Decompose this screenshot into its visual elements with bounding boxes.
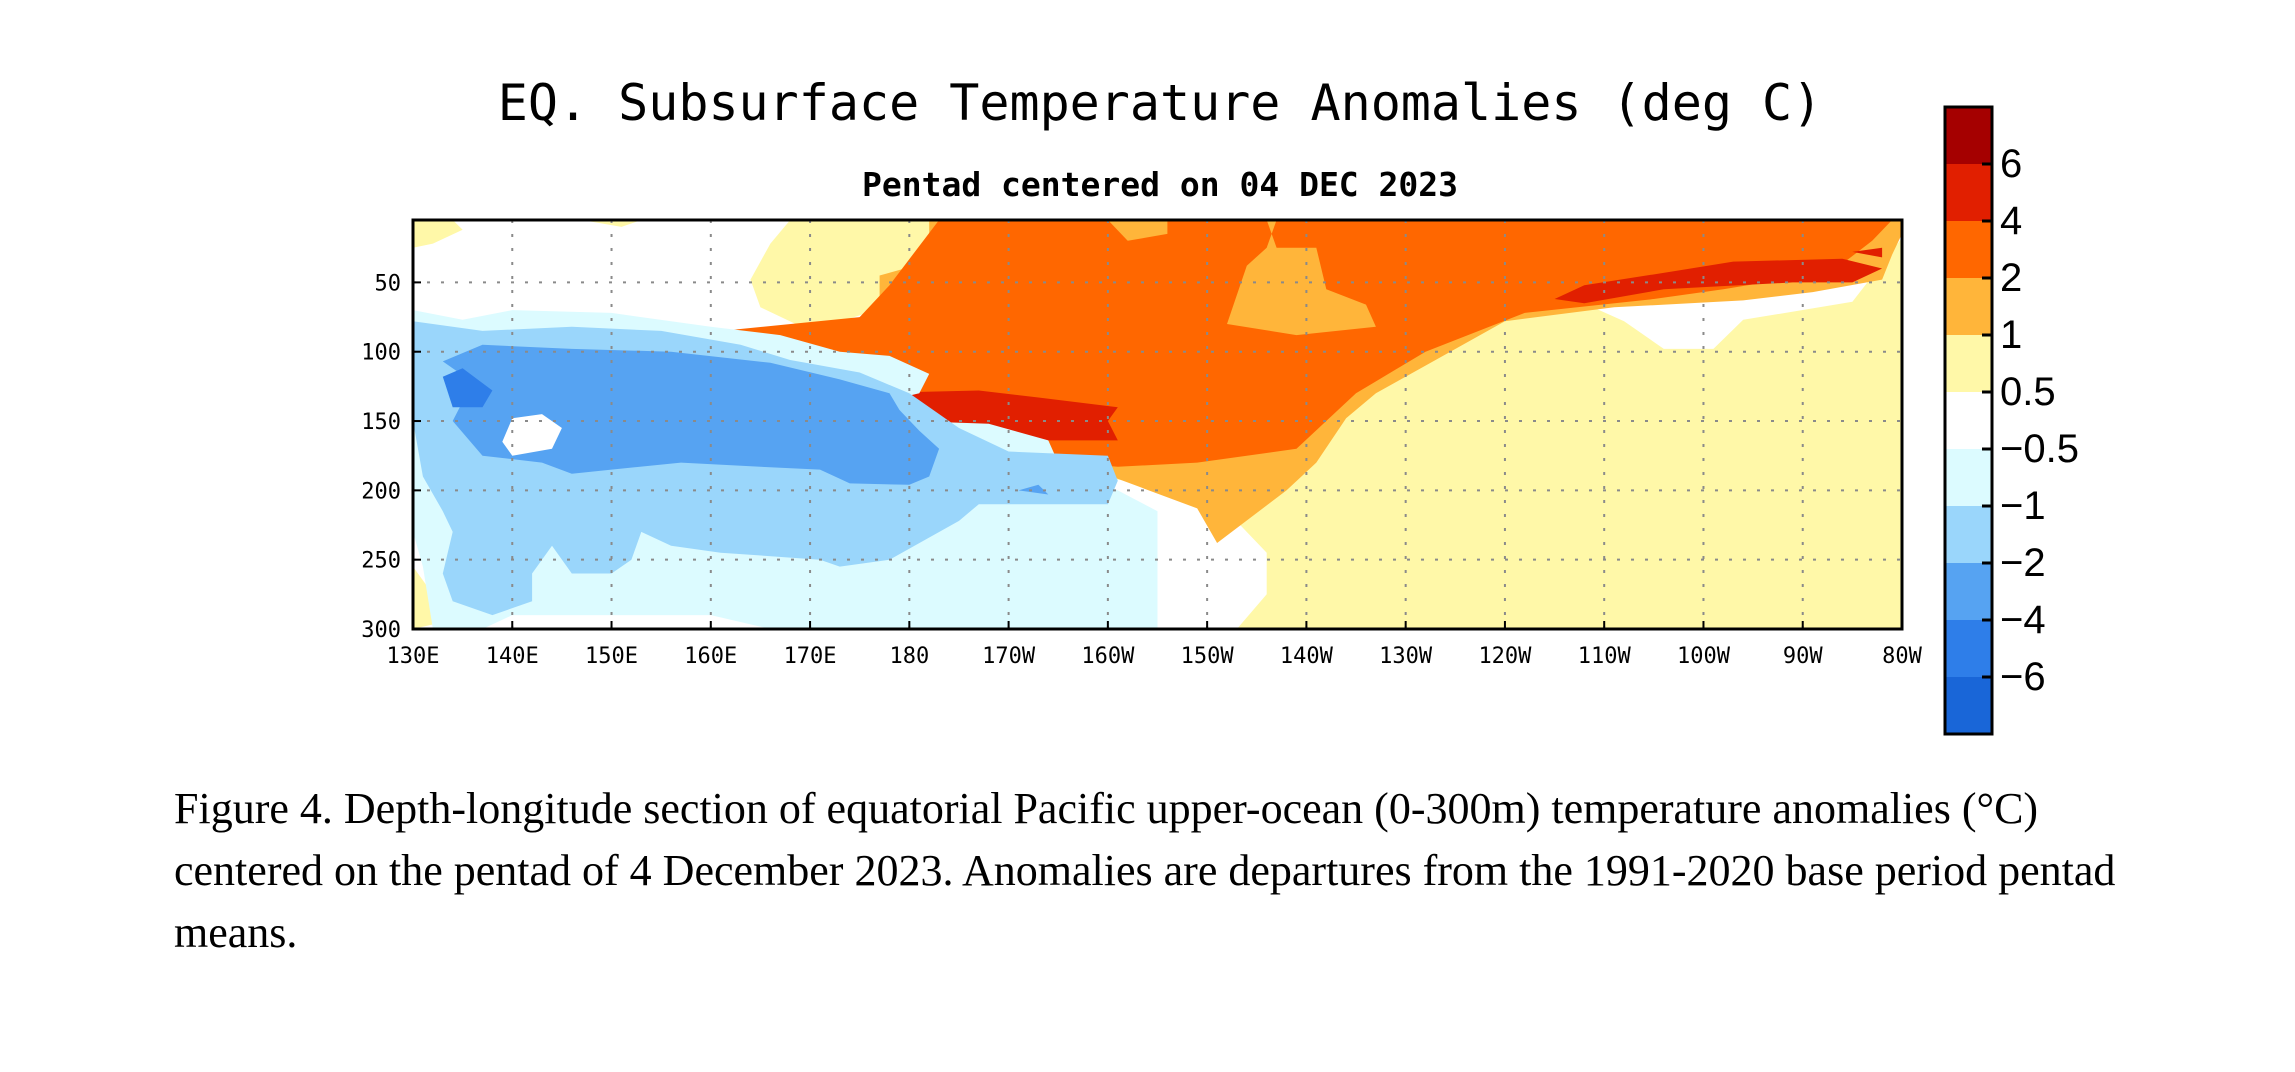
- x-tick-label: 160W: [1081, 644, 1135, 669]
- anomaly-region-3: [581, 220, 642, 227]
- x-tick-label: 170E: [784, 644, 837, 669]
- colorbar-swatch: [1945, 563, 1992, 620]
- anomaly-region-9: [1227, 220, 1376, 336]
- x-tick-label: 110W: [1578, 644, 1632, 669]
- x-tick-label: 160E: [684, 644, 737, 669]
- anomaly-region-8: [1107, 220, 1168, 241]
- colorbar-label: 4: [2000, 199, 2022, 243]
- chart-title: EQ. Subsurface Temperature Anomalies (de…: [498, 74, 1823, 132]
- x-tick-label: 90W: [1783, 644, 1823, 669]
- x-tick-label: 150W: [1181, 644, 1235, 669]
- chart-subtitle: Pentad centered on 04 DEC 2023: [862, 165, 1458, 204]
- figure-caption: Figure 4. Depth-longitude section of equ…: [174, 784, 2116, 957]
- colorbar-swatch: [1945, 164, 1992, 221]
- colorbar-label: −0.5: [2000, 427, 2079, 471]
- y-tick-label: 300: [361, 618, 401, 643]
- x-tick-label: 100W: [1677, 644, 1731, 669]
- y-tick-label: 200: [361, 479, 401, 504]
- x-tick-label: 120W: [1478, 644, 1532, 669]
- colorbar-label: 6: [2000, 142, 2022, 186]
- y-tick-label: 150: [361, 410, 401, 435]
- colorbar-label: 2: [2000, 256, 2022, 300]
- grid-lines: [413, 220, 1902, 629]
- y-tick-label: 100: [361, 341, 401, 366]
- colorbar-swatch: [1945, 620, 1992, 677]
- colorbar-label: −1: [2000, 484, 2046, 528]
- anomaly-region-16: [442, 368, 493, 408]
- colorbar-label: −2: [2000, 541, 2046, 585]
- colorbar-swatch: [1945, 107, 1992, 164]
- colorbar-label: −4: [2000, 598, 2046, 642]
- x-tick-label: 180: [889, 644, 929, 669]
- x-tick-label: 140E: [486, 644, 539, 669]
- x-axis: 130E 140E 150E 160E 170E 180 170W 160W 150W 140W 1…: [387, 621, 1923, 669]
- colorbar-swatch: [1945, 278, 1992, 335]
- colorbar-label: 0.5: [2000, 370, 2056, 414]
- colorbar-swatch: [1945, 221, 1992, 278]
- colorbar-label: −6: [2000, 655, 2046, 699]
- anomaly-region-10: [1554, 258, 1883, 304]
- colorbar-frame: [1943, 105, 1994, 736]
- anomaly-region-18: [1018, 484, 1049, 495]
- y-axis: 50 100 150 200 250 300: [361, 271, 421, 643]
- colorbar-label: 1: [2000, 313, 2022, 357]
- anomaly-region-15: [442, 344, 940, 485]
- x-tick-label: 170W: [982, 644, 1036, 669]
- x-tick-label: 140W: [1280, 644, 1334, 669]
- plot-frame: [411, 218, 1904, 631]
- x-tick-label: 130W: [1379, 644, 1433, 669]
- colorbar-swatch: [1945, 506, 1992, 563]
- colorbar-swatch: [1945, 335, 1992, 392]
- colorbar-swatch: [1945, 677, 1992, 734]
- y-tick-label: 50: [375, 271, 402, 296]
- y-tick-label: 250: [361, 549, 401, 574]
- anomaly-region-11: [1852, 247, 1883, 258]
- colorbar-swatch: [1945, 449, 1992, 506]
- x-tick-label: 150E: [585, 644, 638, 669]
- anomaly-region-1: [413, 220, 463, 248]
- x-tick-label: 130E: [387, 644, 440, 669]
- colorbar-swatch: [1945, 392, 1992, 449]
- x-tick-label: 80W: [1882, 644, 1922, 669]
- colorbar: 6 4 2 1 0.5 −0.5 −1 −2 −4 −6: [1943, 105, 2079, 736]
- anomaly-region-17: [502, 414, 562, 456]
